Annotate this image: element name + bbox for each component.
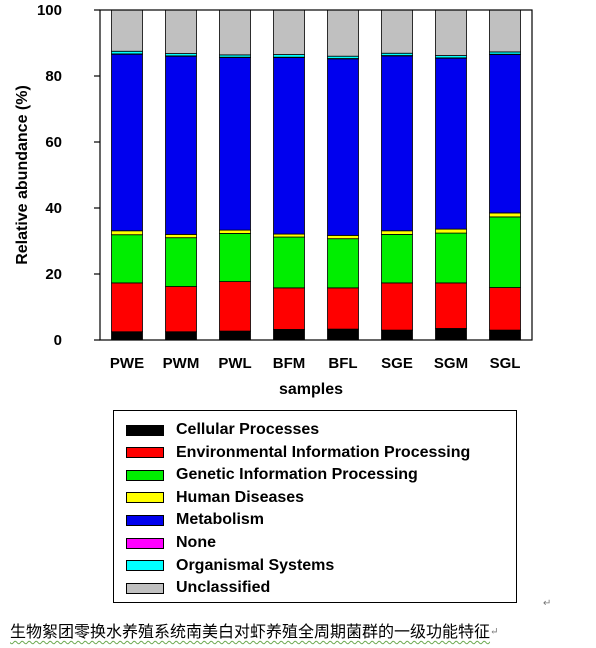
bar-segment-pwe-metabolism — [111, 53, 143, 232]
bar-segment-sgl-human-diseases — [489, 212, 521, 218]
bar-segment-pwe-genetic-information-processing — [111, 234, 143, 284]
y-axis: 0 20 40 60 80 100 — [37, 2, 100, 349]
bar-segment-sgm-cellular-processes — [435, 328, 467, 341]
legend-item-genetic-information-processing: Genetic Information Processing — [126, 464, 418, 486]
x-tick-label: BFM — [273, 355, 306, 372]
x-axis-title: samples — [279, 381, 343, 398]
bar-segment-pwe-environmental-information-processing — [111, 282, 143, 333]
y-tick-label: 60 — [45, 134, 62, 151]
legend-label: Cellular Processes — [176, 421, 320, 438]
bars-layer — [111, 9, 521, 341]
legend-item-cellular-processes: Cellular Processes — [126, 419, 319, 441]
legend-label: Human Diseases — [176, 488, 305, 506]
legend-swatch — [126, 447, 164, 459]
x-tick-label: BFL — [328, 355, 357, 372]
bar-segment-sgl-environmental-information-processing — [489, 287, 521, 331]
x-tick-label: SGL — [490, 355, 521, 372]
bar-segment-pwm-metabolism — [165, 55, 197, 235]
bar-segment-pwm-cellular-processes — [165, 331, 197, 341]
y-tick-label: 40 — [45, 200, 62, 217]
legend-label: Unclassified — [176, 579, 271, 597]
bar-segment-bfm-unclassified — [273, 9, 305, 55]
legend-item-environmental-information-processing: Environmental Information Processing — [126, 442, 470, 464]
legend-swatch — [126, 537, 164, 549]
bar-segment-bfl-metabolism — [327, 58, 359, 236]
bar-segment-pwm-environmental-information-processing — [165, 286, 197, 333]
bar-segment-sgl-unclassified — [489, 9, 521, 53]
bar-segment-sgm-genetic-information-processing — [435, 232, 467, 284]
bar-segment-bfl-human-diseases — [327, 234, 359, 240]
bar-segment-pwe-human-diseases — [111, 230, 143, 236]
y-axis-title: Relative abundance (%) — [14, 85, 31, 265]
legend: Cellular Processes Environmental Informat… — [113, 410, 517, 603]
legend-swatch — [126, 582, 164, 594]
bar-segment-pwe-unclassified — [111, 9, 143, 52]
plot-frame — [99, 9, 533, 341]
bar-segment-bfl-unclassified — [327, 9, 359, 57]
bar-segment-pwl-human-diseases — [219, 229, 251, 234]
bar-segment-bfm-metabolism — [273, 57, 305, 235]
bar-segment-pwl-environmental-information-processing — [219, 281, 251, 332]
x-tick-label: SGE — [381, 355, 413, 372]
y-tick-label: 100 — [37, 2, 62, 19]
bar-segment-pwm-genetic-information-processing — [165, 237, 197, 287]
bar-segment-sge-unclassified — [381, 9, 413, 54]
bar-segment-sge-human-diseases — [381, 230, 413, 235]
legend-label: Environmental Information Processing — [176, 443, 471, 461]
bar-segment-bfm-genetic-information-processing — [273, 236, 305, 289]
legend-swatch — [126, 492, 164, 504]
bar-chart: 0 20 40 60 80 100 PWE PWM PWL BFM BFL SGE SGM SGL Re… — [14, 2, 533, 398]
bar-segment-bfm-human-diseases — [273, 233, 305, 238]
bar-segment-sgl-genetic-information-processing — [489, 216, 521, 288]
bar-segment-bfl-cellular-processes — [327, 328, 359, 341]
bar-segment-pwe-cellular-processes — [111, 331, 143, 341]
legend-swatch — [126, 560, 164, 572]
bar-segment-sgl-cellular-processes — [489, 329, 521, 341]
legend-label: Metabolism — [176, 511, 265, 529]
legend-label: Organismal Systems — [176, 556, 335, 574]
legend-item-none: None — [126, 532, 216, 554]
bar-segment-pwl-metabolism — [219, 57, 251, 231]
bar-segment-pwl-unclassified — [219, 9, 251, 56]
y-tick-label: 20 — [45, 266, 62, 283]
bar-segment-sge-metabolism — [381, 55, 413, 232]
x-tick-label: PWL — [218, 355, 251, 372]
x-tick-label: SGM — [434, 355, 468, 372]
y-tick-label: 0 — [54, 332, 62, 349]
legend-item-organismal-systems: Organismal Systems — [126, 555, 334, 577]
bar-segment-sge-environmental-information-processing — [381, 282, 413, 331]
paragraph-mark: ↵ — [543, 598, 552, 609]
bar-segment-bfm-cellular-processes — [273, 329, 305, 341]
bar-segment-sgm-human-diseases — [435, 228, 467, 234]
x-tick-label: PWM — [163, 355, 200, 372]
bar-segment-bfl-genetic-information-processing — [327, 238, 359, 289]
legend-label: Genetic Information Processing — [176, 466, 418, 484]
bar-segment-sgl-metabolism — [489, 54, 521, 214]
y-tick-label: 80 — [45, 68, 62, 85]
bar-segment-pwl-genetic-information-processing — [219, 233, 251, 282]
legend-item-human-diseases: Human Diseases — [126, 487, 304, 509]
bar-segment-pwl-cellular-processes — [219, 330, 251, 341]
x-axis: PWE PWM PWL BFM BFL SGE SGM SGL — [110, 355, 521, 372]
bar-segment-sgm-environmental-information-processing — [435, 282, 467, 329]
bar-segment-sge-genetic-information-processing — [381, 233, 413, 284]
x-tick-label: PWE — [110, 355, 144, 372]
bar-segment-sgm-unclassified — [435, 9, 467, 56]
legend-swatch — [126, 514, 164, 526]
bar-segment-pwm-human-diseases — [165, 233, 197, 239]
bar-segment-sge-cellular-processes — [381, 329, 413, 341]
legend-item-metabolism: Metabolism — [126, 509, 264, 531]
bar-segment-sgm-metabolism — [435, 57, 467, 230]
legend-item-unclassified: Unclassified — [126, 577, 270, 599]
bar-segment-pwm-unclassified — [165, 9, 197, 54]
legend-label: None — [176, 534, 216, 551]
bar-segment-bfm-environmental-information-processing — [273, 287, 305, 330]
legend-swatch — [126, 424, 164, 436]
caption-text: 生物絮团零换水养殖系统南美白对虾养殖全周期菌群的一级功能特征 — [10, 622, 491, 641]
legend-swatch — [126, 469, 164, 481]
bar-segment-bfl-environmental-information-processing — [327, 287, 359, 330]
caption-paragraph-mark: ↵ — [490, 626, 499, 638]
figure-caption: 生物絮团零换水养殖系统南美白对虾养殖全周期菌群的一级功能特征↵ — [10, 620, 590, 644]
